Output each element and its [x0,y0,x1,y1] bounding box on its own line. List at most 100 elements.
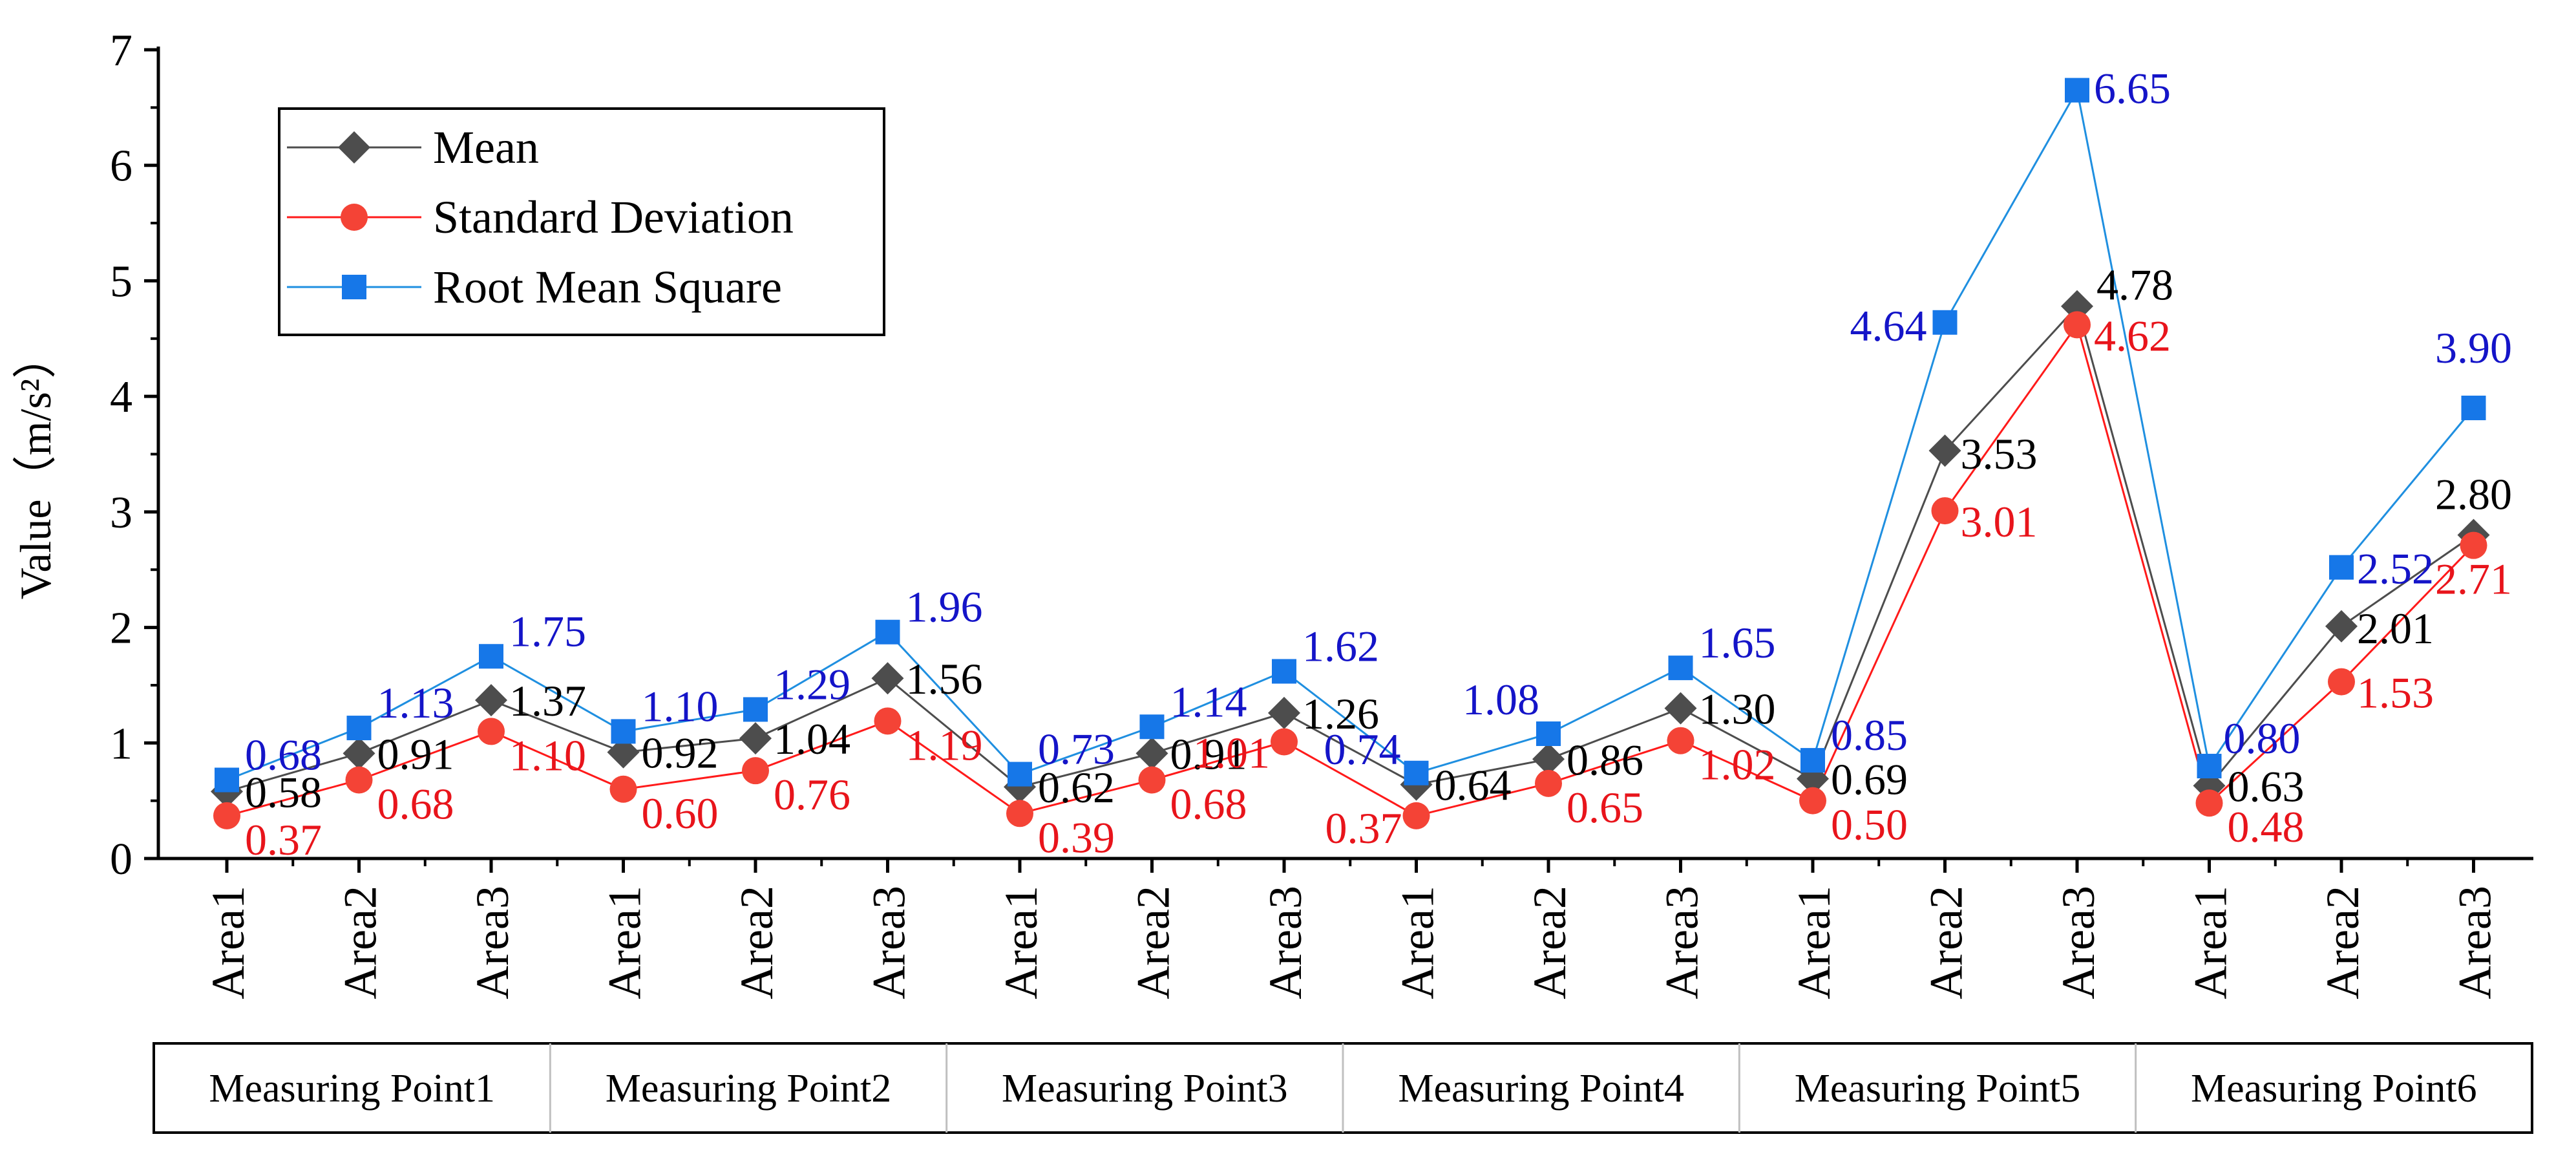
group-label: Measuring Point6 [2191,1067,2477,1111]
data-label: 0.69 [1831,755,1908,804]
data-label: 1.02 [1699,740,1776,789]
y-tick-label: 0 [110,835,132,884]
x-axis-labels: Area1 Area2 Area3 Area1 Area2 Area3 Area1 Area2… [202,859,2501,999]
marker-std [2064,311,2091,339]
y-axis-title: Value（m/s²） [11,335,60,599]
marker-std [478,718,505,745]
marker-rms [1272,659,1296,684]
data-label: 1.56 [906,654,983,703]
marker-rms [346,716,372,741]
marker-std [1931,497,1959,525]
marker-std [1667,727,1694,754]
y-tick-label: 4 [110,372,132,422]
marker-mean [871,662,904,695]
data-label: 1.62 [1302,621,1379,670]
data-label: 6.65 [2094,64,2171,113]
y-tick-label: 5 [110,257,132,306]
group-label: Measuring Point5 [1795,1067,2081,1111]
data-label: 1.26 [1302,689,1379,738]
x-tick-label: Area1 [202,886,254,999]
series-markers [211,78,2490,829]
x-tick-label: Area3 [2449,886,2501,999]
data-label: 2.71 [2435,555,2512,604]
marker-rms [2329,555,2354,580]
x-tick-label: Area3 [863,886,915,999]
marker-rms [2197,754,2222,779]
x-tick-label: Area2 [1921,886,1972,999]
marker-std [742,757,769,785]
marker-mean [2325,610,2358,643]
data-label: 0.39 [1038,813,1115,862]
marker-mean [475,684,507,717]
y-tick-label: 7 [110,26,132,76]
data-label: 0.80 [2224,714,2301,763]
data-label: 0.58 [245,767,322,816]
x-tick-label: Area3 [2053,886,2104,999]
marker-std [2328,668,2355,696]
x-tick-label: Area3 [1260,886,1311,999]
data-label: 0.64 [1435,761,1512,810]
data-label: 2.01 [2357,604,2434,653]
marker-rms [215,767,239,793]
marker-std [345,766,373,794]
data-label: 0.91 [377,729,454,778]
data-label: 0.68 [1170,779,1247,828]
marker-mean [1268,696,1300,729]
legend-label: Mean [433,122,539,173]
marker-std [874,707,902,735]
data-label: 2.52 [2357,544,2434,593]
marker-rms [1800,748,1825,773]
data-label: 0.37 [1325,804,1402,853]
marker-rms [479,644,503,669]
data-label: 3.90 [2435,323,2512,372]
y-tick-label: 1 [110,719,132,769]
marker-mean [739,722,772,755]
data-label: 1.29 [774,659,850,709]
marker-rms [875,619,900,645]
marker-std [609,775,637,803]
data-label: 1.13 [377,678,454,727]
marker-mean [1135,737,1168,770]
data-label: 3.01 [1961,497,2038,546]
data-label: 2.80 [2435,470,2512,519]
x-tick-label: Area1 [599,886,651,999]
data-label: 1.10 [642,681,719,731]
data-label: 0.91 [1170,729,1247,778]
data-label: 1.14 [1170,677,1247,726]
data-labels: 0.58 0.91 1.37 0.92 1.04 1.56 0.62 0.91 1.26 0.64… [245,64,2512,864]
marker-mean [1664,692,1697,725]
x-tick-label: Area3 [467,886,518,999]
data-label: 0.68 [377,779,454,828]
group-label: Measuring Point1 [209,1067,495,1111]
legend-marker-mean [338,131,370,164]
x-tick-label: Area1 [1788,886,1840,999]
x-tick-label: Area2 [731,886,783,999]
legend-marker-rms [342,275,366,299]
data-label: 0.62 [1038,763,1115,812]
marker-mean [1928,434,1961,467]
axes-layer: 0 1 2 3 4 5 6 7 [110,26,2533,884]
data-label: 0.68 [245,730,322,779]
series-line-2 [226,87,2475,781]
data-label: 1.96 [906,582,983,632]
marker-std [2195,789,2223,817]
marker-std [213,802,240,829]
marker-mean [1532,743,1565,776]
marker-rms [1932,310,1958,335]
legend-marker-std [341,204,368,231]
marker-mean [343,737,375,770]
x-tick-label: Area1 [1392,886,1444,999]
data-label: 1.19 [906,720,983,769]
data-label: 0.74 [1324,725,1401,774]
data-label: 4.64 [1850,301,1927,350]
x-tick-label: Area2 [2317,886,2369,999]
x-tick-label: Area2 [335,886,386,999]
y-tick-label: 3 [110,488,132,538]
legend: Mean Standard Deviation Root Mean Square [278,107,885,336]
series-line-1 [226,322,2475,817]
data-label: 0.37 [245,815,322,864]
marker-rms [1139,714,1165,740]
x-tick-label: Area3 [1656,886,1708,999]
x-tick-label: Area1 [2185,886,2237,999]
